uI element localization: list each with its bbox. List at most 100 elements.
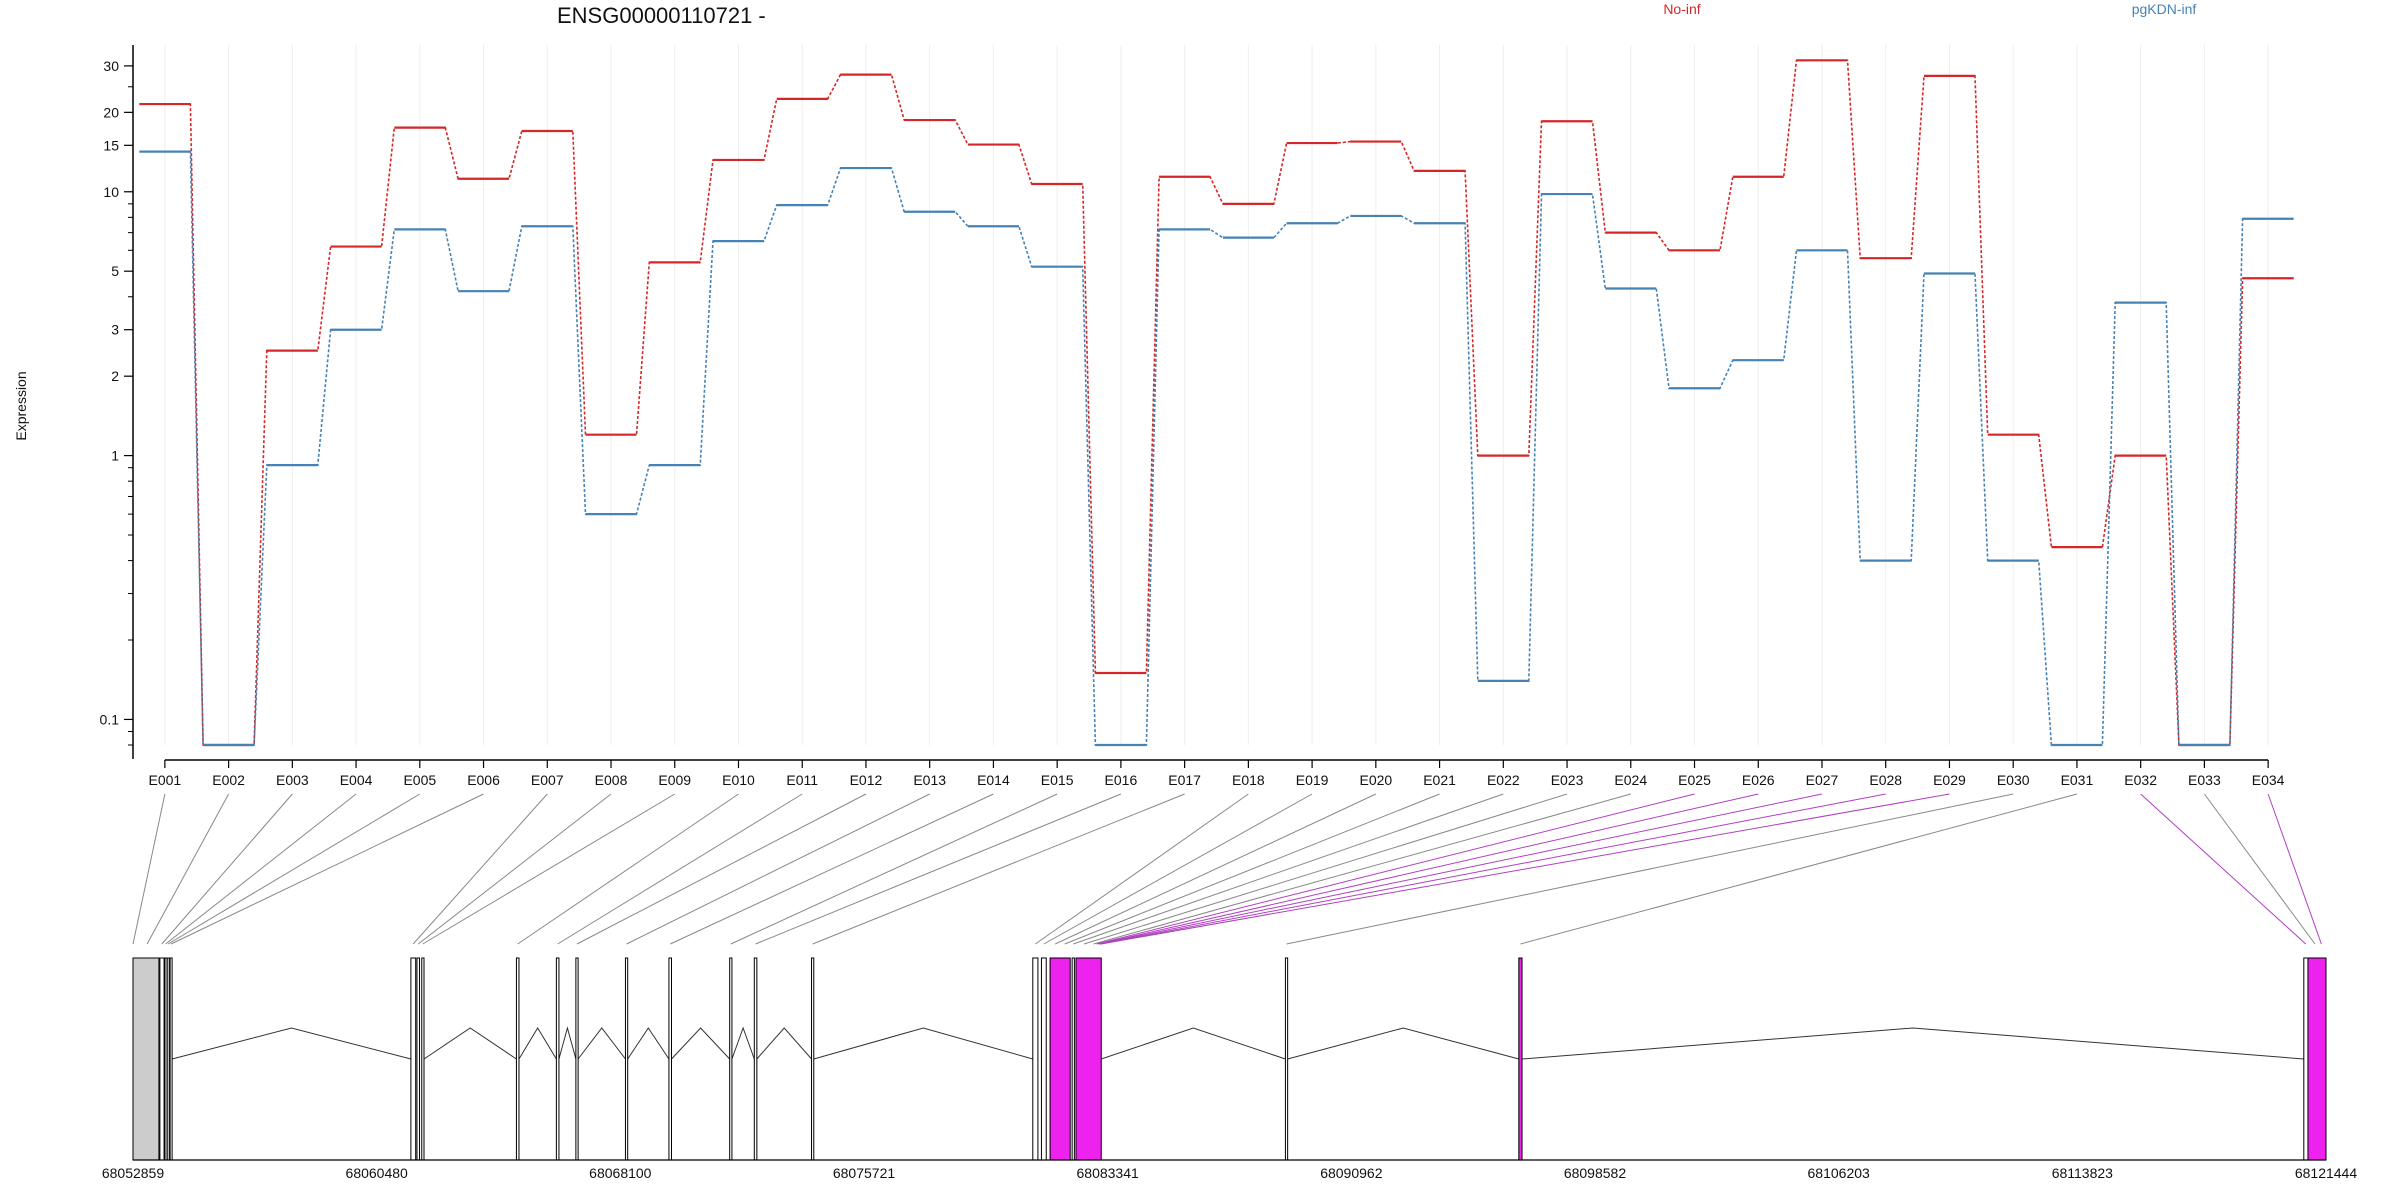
exon <box>753 957 758 1161</box>
coordinate-label: 68098582 <box>1564 1165 1627 1181</box>
x-tick-label: E002 <box>212 772 245 788</box>
exon <box>166 957 170 1161</box>
series-pgkdn-inf <box>139 150 2294 747</box>
exon <box>729 957 733 1161</box>
vertical-gridlines <box>164 45 2269 745</box>
exon-connector <box>417 793 612 945</box>
intron <box>731 1026 755 1060</box>
genomic-coordinate-axis: 68052859 68060480 68068100 68075721 68083341… <box>102 1159 2358 1181</box>
chart-title: ENSG00000110721 - <box>557 3 766 28</box>
exon <box>159 957 165 1161</box>
y-tick-label: 1 <box>111 448 119 464</box>
exon <box>2307 957 2327 1161</box>
exon-connector <box>1035 793 1249 945</box>
exon-connector <box>1100 793 1950 945</box>
exon-connector <box>812 793 1185 945</box>
x-tick-label: E033 <box>2188 772 2221 788</box>
exon-connector <box>1098 793 1759 945</box>
x-tick-label: E034 <box>2252 772 2285 788</box>
series-connector-line <box>139 150 2294 746</box>
exon-connector <box>146 793 230 945</box>
x-tick-label: E014 <box>977 772 1010 788</box>
exon <box>410 957 417 1161</box>
x-tick-label: E004 <box>340 772 373 788</box>
exon <box>1032 957 1039 1161</box>
y-axis: 0.1 1 2 3 5 10 15 20 30 <box>100 45 134 759</box>
exon-connector <box>1043 793 1313 945</box>
exon-connector <box>1096 793 1695 945</box>
x-tick-label: E025 <box>1678 772 1711 788</box>
intron <box>1287 1027 1519 1060</box>
y-axis-label: Expression <box>13 371 29 440</box>
exon-connector <box>1073 793 1504 945</box>
coordinate-label: 68121444 <box>2295 1165 2358 1181</box>
coordinate-label: 68075721 <box>833 1165 896 1181</box>
exon-connector <box>422 793 676 945</box>
series-no-inf <box>139 59 2294 747</box>
exon-connector <box>517 793 739 945</box>
x-tick-label: E032 <box>2124 772 2157 788</box>
x-tick-label: E017 <box>1168 772 1201 788</box>
x-tick-label: E008 <box>595 772 628 788</box>
intron <box>577 1027 626 1060</box>
exon <box>132 957 160 1161</box>
intron <box>1521 1027 2304 1060</box>
x-tick-label: E022 <box>1487 772 1520 788</box>
exon <box>515 957 520 1161</box>
exon <box>421 957 425 1161</box>
exon-connector <box>557 793 803 945</box>
exon-connector <box>412 793 548 945</box>
x-tick-label: E009 <box>658 772 691 788</box>
series-connector-line <box>139 59 2294 746</box>
exon <box>416 957 421 1161</box>
exon-connector <box>1100 793 1886 945</box>
y-tick-label: 20 <box>103 104 119 120</box>
intron <box>423 1027 517 1060</box>
exon-connector <box>1093 793 1631 945</box>
intron <box>171 1027 412 1060</box>
exon <box>668 957 672 1161</box>
intron <box>1101 1027 1286 1060</box>
exon-connector <box>1064 793 1440 945</box>
intron <box>813 1027 1033 1060</box>
y-tick-label: 2 <box>111 368 119 384</box>
exon <box>555 957 560 1161</box>
coordinate-label: 68113823 <box>2052 1165 2113 1181</box>
x-tick-label: E030 <box>1997 772 2030 788</box>
exon <box>624 957 629 1161</box>
exon <box>1049 957 1071 1161</box>
x-tick-label: E031 <box>2061 772 2094 788</box>
y-tick-label: 30 <box>103 58 119 74</box>
exon <box>1075 957 1102 1161</box>
y-tick-label: 3 <box>111 322 119 338</box>
exon <box>1071 957 1075 1161</box>
exon <box>2303 957 2309 1161</box>
intron <box>518 1027 557 1060</box>
intron <box>756 1027 812 1060</box>
exon-connector <box>730 793 1058 945</box>
exon <box>1284 957 1289 1161</box>
exon-connector <box>2203 793 2316 945</box>
x-tick-label: E018 <box>1232 772 1265 788</box>
exon <box>575 957 579 1161</box>
exon-connector <box>626 793 930 945</box>
exon <box>1040 957 1047 1161</box>
x-tick-label: E007 <box>531 772 564 788</box>
legend-entry-pgkdn-inf: pgKDN-inf <box>2132 1 2197 17</box>
y-tick-label: 10 <box>103 184 119 200</box>
gene-model <box>132 957 2327 1161</box>
exon-connector <box>1083 793 1568 945</box>
x-tick-label: E029 <box>1933 772 1966 788</box>
legend-entry-no-inf: No-inf <box>1663 1 1700 17</box>
exon-connector <box>576 793 867 945</box>
exon <box>1518 957 1523 1161</box>
exon-connector <box>2140 793 2307 945</box>
exon-connector <box>1054 793 1377 945</box>
x-tick-label: E027 <box>1806 772 1839 788</box>
coordinate-label: 68052859 <box>102 1165 165 1181</box>
x-tick-label: E024 <box>1614 772 1647 788</box>
x-tick-label: E019 <box>1296 772 1329 788</box>
intron <box>671 1027 731 1060</box>
x-tick-label: E012 <box>850 772 883 788</box>
